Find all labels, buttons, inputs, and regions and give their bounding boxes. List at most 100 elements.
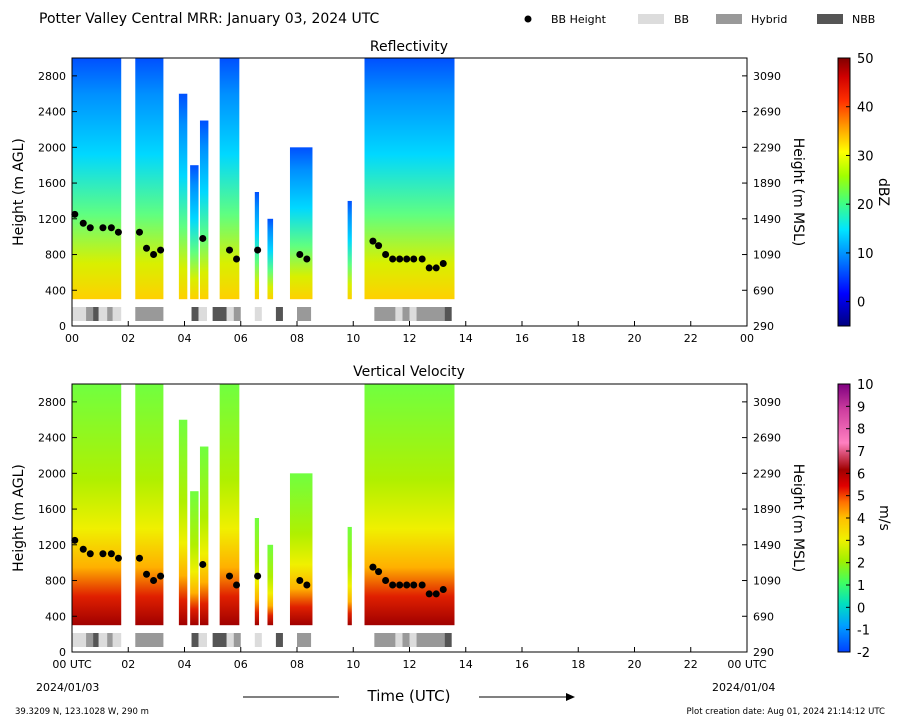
echo-block xyxy=(267,544,274,626)
legend-swatch-bb xyxy=(638,14,664,24)
bb-height-markers-2 xyxy=(71,536,447,598)
x-tick-label: 10 xyxy=(346,658,360,671)
y2-tick-label: 690 xyxy=(753,284,774,297)
colorbar-tick-label: 6 xyxy=(857,467,865,482)
bb-type-segment xyxy=(212,633,227,647)
colorbar-tick-label: 10 xyxy=(857,247,874,262)
y2-tick-label: 1090 xyxy=(753,249,781,262)
bb-type-segment xyxy=(409,633,417,647)
bb-type-segment xyxy=(395,633,403,647)
bb-height-marker xyxy=(432,264,440,272)
bb-type-segment xyxy=(98,633,108,647)
echo-block xyxy=(219,58,240,300)
colorbar-tick-label: 20 xyxy=(857,198,874,213)
x-tick-label: 20 xyxy=(628,658,642,671)
bb-type-segment xyxy=(275,633,283,647)
bb-type-segment xyxy=(402,633,410,647)
x-tick-label: 14 xyxy=(459,658,473,671)
x-tick-label: 08 xyxy=(290,658,304,671)
bb-height-marker xyxy=(136,554,143,562)
bb-height-marker xyxy=(79,545,87,553)
colorbar-tick-label: 4 xyxy=(857,512,865,527)
bb-height-marker xyxy=(136,228,143,236)
legend-dot-icon xyxy=(524,15,532,23)
bb-height-marker xyxy=(382,577,390,585)
echo-block xyxy=(178,419,188,626)
time-axis-label: Time (UTC) xyxy=(367,687,451,705)
echo-block xyxy=(267,218,274,300)
bb-type-segment xyxy=(374,307,396,321)
velocity-panel: Vertical Velocity 00 UTC 0 2 0 4 06 08 10 12 14 16… xyxy=(11,364,892,671)
velocity-field xyxy=(72,384,455,626)
echo-block xyxy=(190,165,199,300)
bb-type-segment xyxy=(233,633,241,647)
x-tick-label: 00 UTC xyxy=(727,658,767,671)
echo-block xyxy=(135,58,164,300)
bb-height-marker xyxy=(114,554,122,562)
colorbar-tick-label: 0 xyxy=(857,601,865,616)
x-tick-label: 16 xyxy=(515,658,529,671)
end-date: 2024/01/04 xyxy=(712,681,775,694)
bb-height-marker xyxy=(226,246,233,254)
bb-type-segment xyxy=(93,633,99,647)
bb-height-marker xyxy=(410,255,418,263)
colorbar-tick-label: 30 xyxy=(857,149,874,164)
x-tick-label: 22 xyxy=(684,658,698,671)
y-tick-label: 0 xyxy=(59,320,66,333)
colorbar-tick-label: -1 xyxy=(857,624,870,639)
y2-tick-label: 290 xyxy=(753,646,774,659)
y-tick-label: 800 xyxy=(45,249,66,262)
x-tick-label: 00 xyxy=(65,332,79,345)
bb-type-segment xyxy=(93,307,99,321)
dbz-label: dBZ xyxy=(875,178,891,206)
bb-type-segment xyxy=(112,307,122,321)
bb-type-segment xyxy=(191,633,199,647)
velocity-title: Vertical Velocity xyxy=(353,364,465,380)
bb-height-marker xyxy=(425,590,433,598)
legend-label-nbb: NBB xyxy=(852,13,875,26)
bb-type-segment xyxy=(254,633,262,647)
legend-label-bb: BB xyxy=(674,13,689,26)
y2-tick-label: 690 xyxy=(753,610,774,623)
x-tick-label: 00 xyxy=(740,332,754,345)
echo-block xyxy=(289,473,313,626)
bb-height-marker xyxy=(226,572,233,580)
x-tick-label: 06 xyxy=(234,332,248,345)
echo-block xyxy=(254,518,260,626)
y-tick-label: 800 xyxy=(45,575,66,588)
bb-type-segment xyxy=(226,633,234,647)
bb-type-segment xyxy=(86,633,94,647)
echo-block xyxy=(199,120,209,300)
colorbar-tick-label: 0 xyxy=(857,296,865,311)
y-tick-label: 400 xyxy=(45,284,66,297)
legend-label-bb-height: BB Height xyxy=(551,13,607,26)
y2-tick-label: 3090 xyxy=(753,70,781,83)
x-tick-label: 12 xyxy=(403,658,417,671)
reflectivity-field xyxy=(72,58,455,300)
bb-height-marker xyxy=(233,255,241,263)
bb-height-marker xyxy=(114,228,122,236)
bb-height-marker xyxy=(86,224,94,232)
bb-type-segment xyxy=(112,633,122,647)
velocity-colorbar-ticks: -2 -1 0 1 2 3 4 5 6 7 8 9 10 xyxy=(846,378,874,661)
bb-height-marker xyxy=(418,255,426,263)
y-tick-label: 1200 xyxy=(38,539,66,552)
x-tick-label: 10 xyxy=(346,332,360,345)
echo-block xyxy=(72,384,122,626)
y2-tick-label: 2690 xyxy=(753,106,781,119)
y-tick-label: 1200 xyxy=(38,213,66,226)
dbz-colorbar-ticks: 0 10 20 30 40 50 xyxy=(846,52,874,311)
bb-height-marker xyxy=(396,581,404,589)
bb-type-segment xyxy=(98,307,108,321)
bb-height-marker xyxy=(107,550,115,558)
colorbar-tick-label: 7 xyxy=(857,445,865,460)
legend-swatch-nbb xyxy=(817,14,843,24)
reflectivity-y2label: Height (m MSL) xyxy=(790,138,806,247)
colorbar-tick-label: 3 xyxy=(857,534,865,549)
x-tick-label: 06 xyxy=(234,658,248,671)
start-date: 2024/01/03 xyxy=(36,681,99,694)
x-tick-label: 18 xyxy=(571,658,585,671)
x-tick-label: 02 xyxy=(121,332,135,345)
reflectivity-title: Reflectivity xyxy=(370,39,448,55)
bb-height-marker xyxy=(143,244,151,252)
